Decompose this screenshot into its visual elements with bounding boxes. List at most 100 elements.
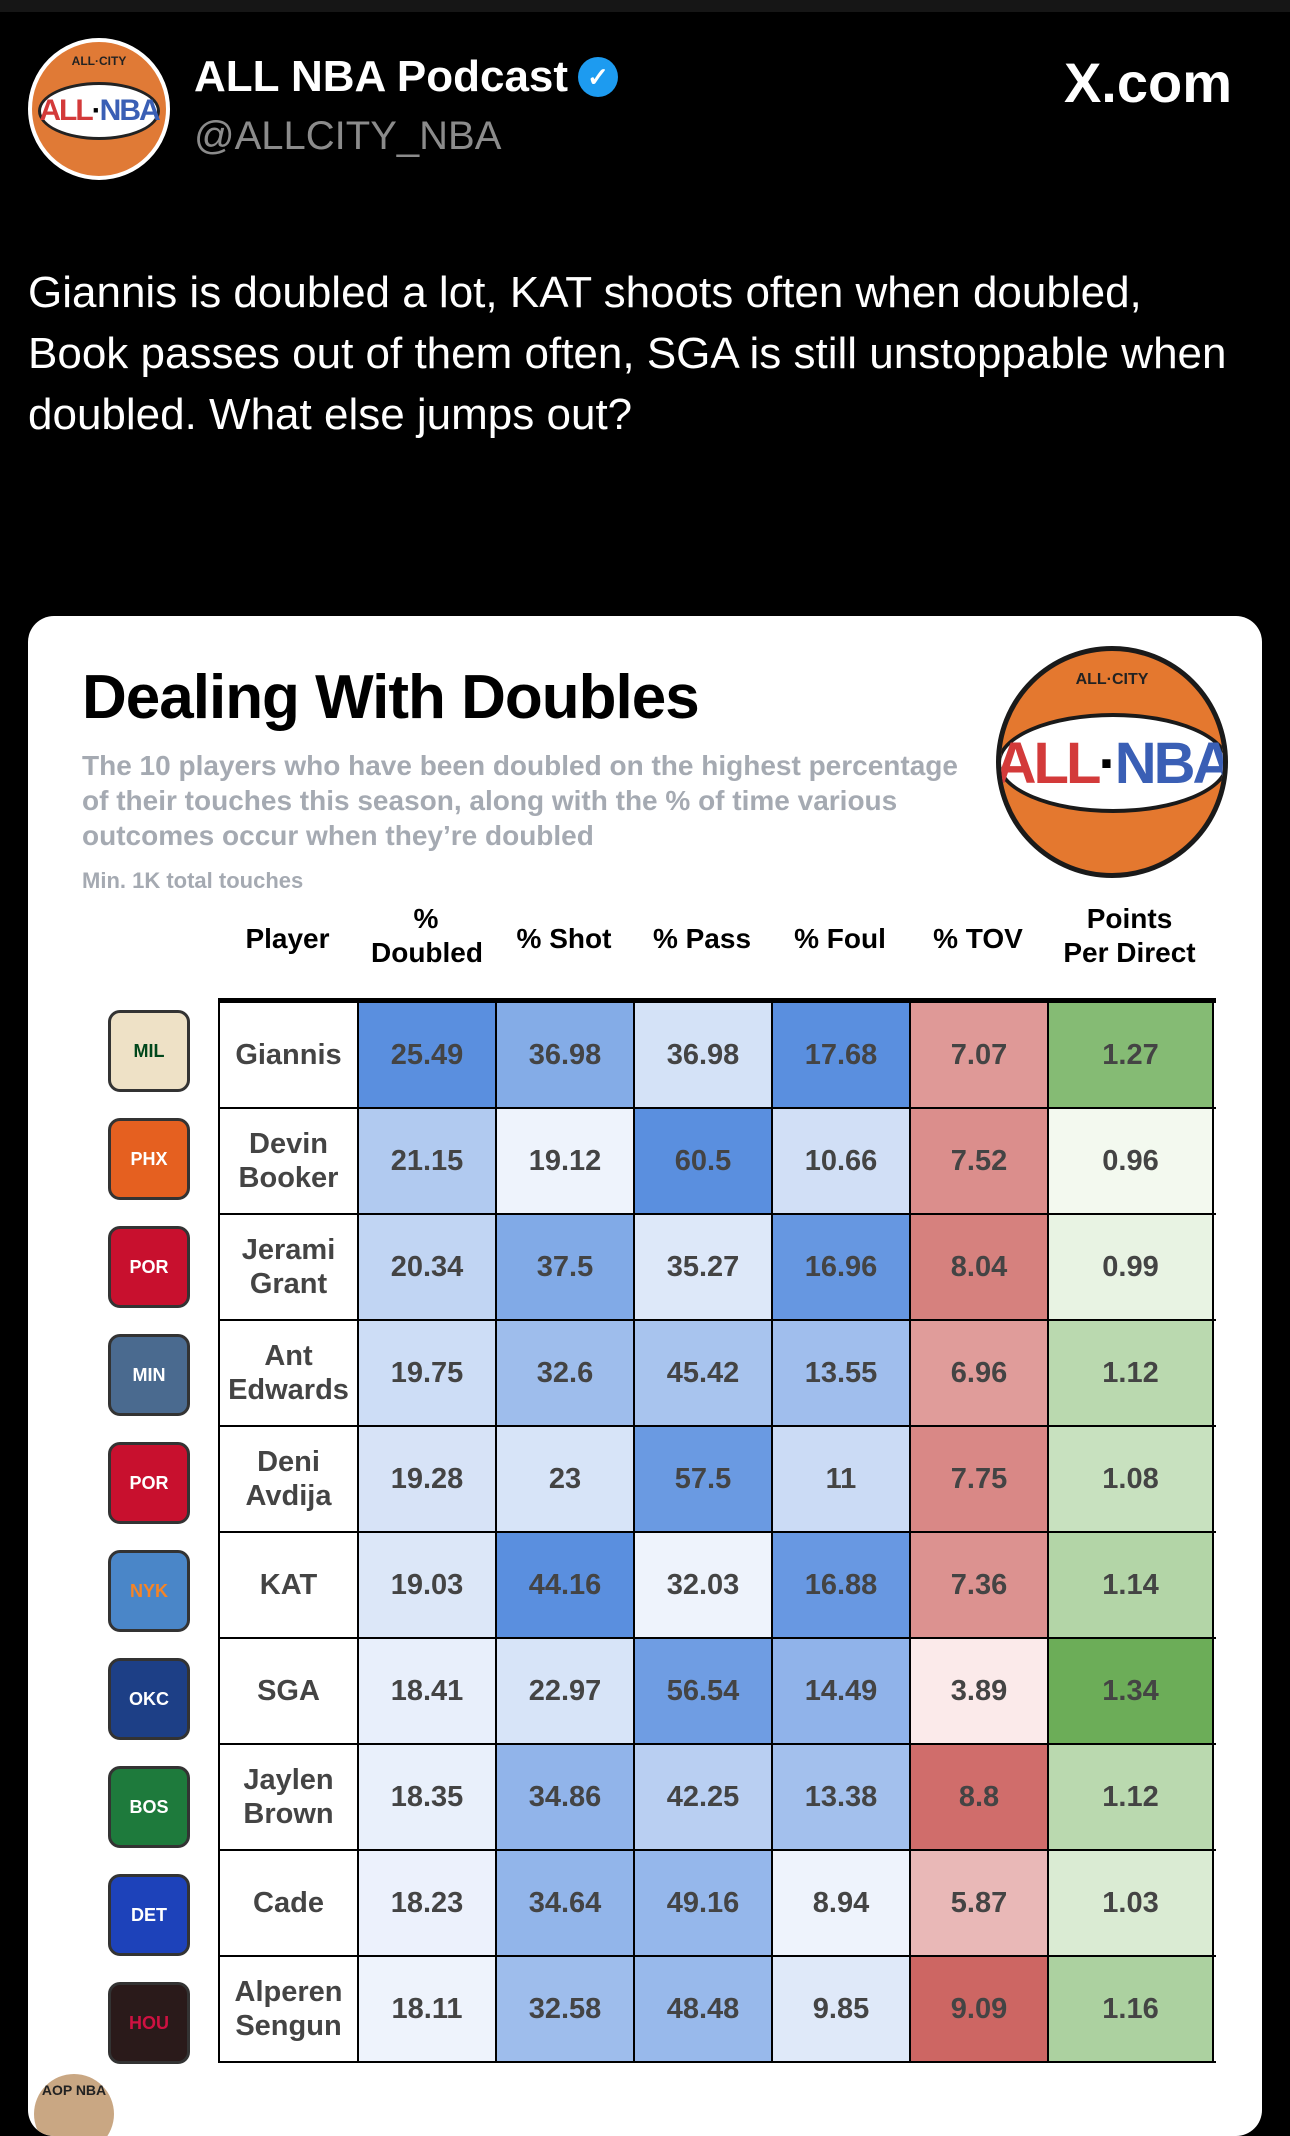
table-row: SGA 18.41 22.97 56.54 14.49 3.89 1.34: [220, 1639, 1216, 1745]
doubled-cell: 20.34: [359, 1215, 497, 1319]
tov-cell: 3.89: [911, 1639, 1049, 1743]
ppd-cell: 0.96: [1049, 1109, 1214, 1213]
table-row: Giannis 25.49 36.98 36.98 17.68 7.07 1.27: [220, 1003, 1216, 1109]
graphic-subtitle: The 10 players who have been doubled on …: [82, 750, 958, 851]
pass-cell: 35.27: [635, 1215, 773, 1319]
ppd-cell: 0.99: [1049, 1215, 1214, 1319]
col-header-ppd: Points Per Direct: [1063, 903, 1196, 968]
stats-table: Giannis 25.49 36.98 36.98 17.68 7.07 1.27 Devin…: [218, 998, 1216, 2063]
pass-cell: 57.5: [635, 1427, 773, 1531]
watermark-logo: AOP NBA: [34, 2074, 114, 2136]
col-header-player: Player: [245, 923, 330, 954]
pass-cell: 45.42: [635, 1321, 773, 1425]
shot-cell: 37.5: [497, 1215, 635, 1319]
col-header-doubled: % Doubled: [371, 903, 483, 968]
team-logo-icon: OKC: [108, 1658, 190, 1740]
ppd-cell: 1.34: [1049, 1639, 1214, 1743]
ppd-cell: 1.16: [1049, 1957, 1214, 2061]
col-header-shot: % Shot: [516, 923, 612, 954]
tov-cell: 8.8: [911, 1745, 1049, 1849]
ppd-cell: 1.12: [1049, 1321, 1214, 1425]
account-name-text: ALL NBA Podcast: [194, 52, 569, 101]
player-name: Cade: [220, 1851, 359, 1955]
table-row: Jerami Grant 20.34 37.5 35.27 16.96 8.04 0.99: [220, 1215, 1216, 1321]
tov-cell: 8.04: [911, 1215, 1049, 1319]
status-bar: [0, 0, 1290, 12]
tov-cell: 7.07: [911, 1003, 1049, 1107]
doubled-cell: 18.23: [359, 1851, 497, 1955]
doubled-cell: 18.35: [359, 1745, 497, 1849]
foul-cell: 11: [773, 1427, 911, 1531]
pass-cell: 42.25: [635, 1745, 773, 1849]
post-text: Giannis is doubled a lot, KAT shoots oft…: [28, 268, 1227, 439]
foul-cell: 10.66: [773, 1109, 911, 1213]
post-image[interactable]: Dealing With Doubles The 10 players who …: [28, 616, 1262, 2136]
shot-cell: 22.97: [497, 1639, 635, 1743]
doubled-cell: 19.28: [359, 1427, 497, 1531]
account-handle[interactable]: @ALLCITY_NBA: [194, 114, 502, 158]
tov-cell: 7.52: [911, 1109, 1049, 1213]
shot-cell: 36.98: [497, 1003, 635, 1107]
team-logo-icon: MIN: [108, 1334, 190, 1416]
shot-cell: 19.12: [497, 1109, 635, 1213]
player-name: Jaylen Brown: [220, 1745, 359, 1849]
avatar-logo-left: ALL: [39, 94, 93, 127]
foul-cell: 17.68: [773, 1003, 911, 1107]
logo-right: NBA: [1114, 730, 1228, 796]
doubled-cell: 19.75: [359, 1321, 497, 1425]
player-name: KAT: [220, 1533, 359, 1637]
tov-cell: 9.09: [911, 1957, 1049, 2061]
foul-cell: 16.88: [773, 1533, 911, 1637]
ppd-cell: 1.27: [1049, 1003, 1214, 1107]
graphic-title: Dealing With Doubles: [82, 663, 700, 732]
table-row: Jaylen Brown 18.35 34.86 42.25 13.38 8.8 1.12: [220, 1745, 1216, 1851]
shot-cell: 23: [497, 1427, 635, 1531]
table-row: Alperen Sengun 18.11 32.58 48.48 9.85 9.09 1.1…: [220, 1957, 1216, 2063]
foul-cell: 9.85: [773, 1957, 911, 2061]
table-row: KAT 19.03 44.16 32.03 16.88 7.36 1.14: [220, 1533, 1216, 1639]
avatar[interactable]: ALL·CITY ALL · NBA: [28, 38, 170, 180]
team-logo-icon: POR: [108, 1226, 190, 1308]
team-logo-icon: BOS: [108, 1766, 190, 1848]
doubled-cell: 19.03: [359, 1533, 497, 1637]
team-logo-icon: POR: [108, 1442, 190, 1524]
doubled-cell: 21.15: [359, 1109, 497, 1213]
ppd-cell: 1.08: [1049, 1427, 1214, 1531]
foul-cell: 13.55: [773, 1321, 911, 1425]
team-logo-icon: DET: [108, 1874, 190, 1956]
doubled-cell: 18.41: [359, 1639, 497, 1743]
avatar-logo: ALL · NBA: [38, 82, 161, 140]
tov-cell: 7.36: [911, 1533, 1049, 1637]
tov-cell: 6.96: [911, 1321, 1049, 1425]
pass-cell: 49.16: [635, 1851, 773, 1955]
table-row: Cade 18.23 34.64 49.16 8.94 5.87 1.03: [220, 1851, 1216, 1957]
ppd-cell: 1.14: [1049, 1533, 1214, 1637]
shot-cell: 34.64: [497, 1851, 635, 1955]
shot-cell: 44.16: [497, 1533, 635, 1637]
player-name: Alperen Sengun: [220, 1957, 359, 2061]
shot-cell: 34.86: [497, 1745, 635, 1849]
player-name: Devin Booker: [220, 1109, 359, 1213]
player-name: Ant Edwards: [220, 1321, 359, 1425]
team-logo-icon: MIL: [108, 1010, 190, 1092]
avatar-logo-right: NBA: [99, 94, 161, 127]
table-row: Ant Edwards 19.75 32.6 45.42 13.55 6.96 1.12: [220, 1321, 1216, 1427]
player-name: Giannis: [220, 1003, 359, 1107]
site-label: X.com: [1063, 51, 1232, 114]
col-header-tov: % TOV: [933, 923, 1023, 954]
logo-top-text: ALL·CITY: [1075, 671, 1149, 688]
team-logo-icon: PHX: [108, 1118, 190, 1200]
doubled-cell: 25.49: [359, 1003, 497, 1107]
pass-cell: 32.03: [635, 1533, 773, 1637]
player-name: Deni Avdija: [220, 1427, 359, 1531]
table-row: Deni Avdija 19.28 23 57.5 11 7.75 1.08: [220, 1427, 1216, 1533]
shot-cell: 32.6: [497, 1321, 635, 1425]
account-name[interactable]: ALL NBA Podcast ✓: [194, 52, 619, 102]
col-header-foul: % Foul: [794, 923, 886, 954]
team-logo-icon: HOU: [108, 1982, 190, 2064]
pass-cell: 56.54: [635, 1639, 773, 1743]
shot-cell: 32.58: [497, 1957, 635, 2061]
verified-badge-icon: ✓: [578, 57, 619, 97]
foul-cell: 13.38: [773, 1745, 911, 1849]
pass-cell: 48.48: [635, 1957, 773, 2061]
